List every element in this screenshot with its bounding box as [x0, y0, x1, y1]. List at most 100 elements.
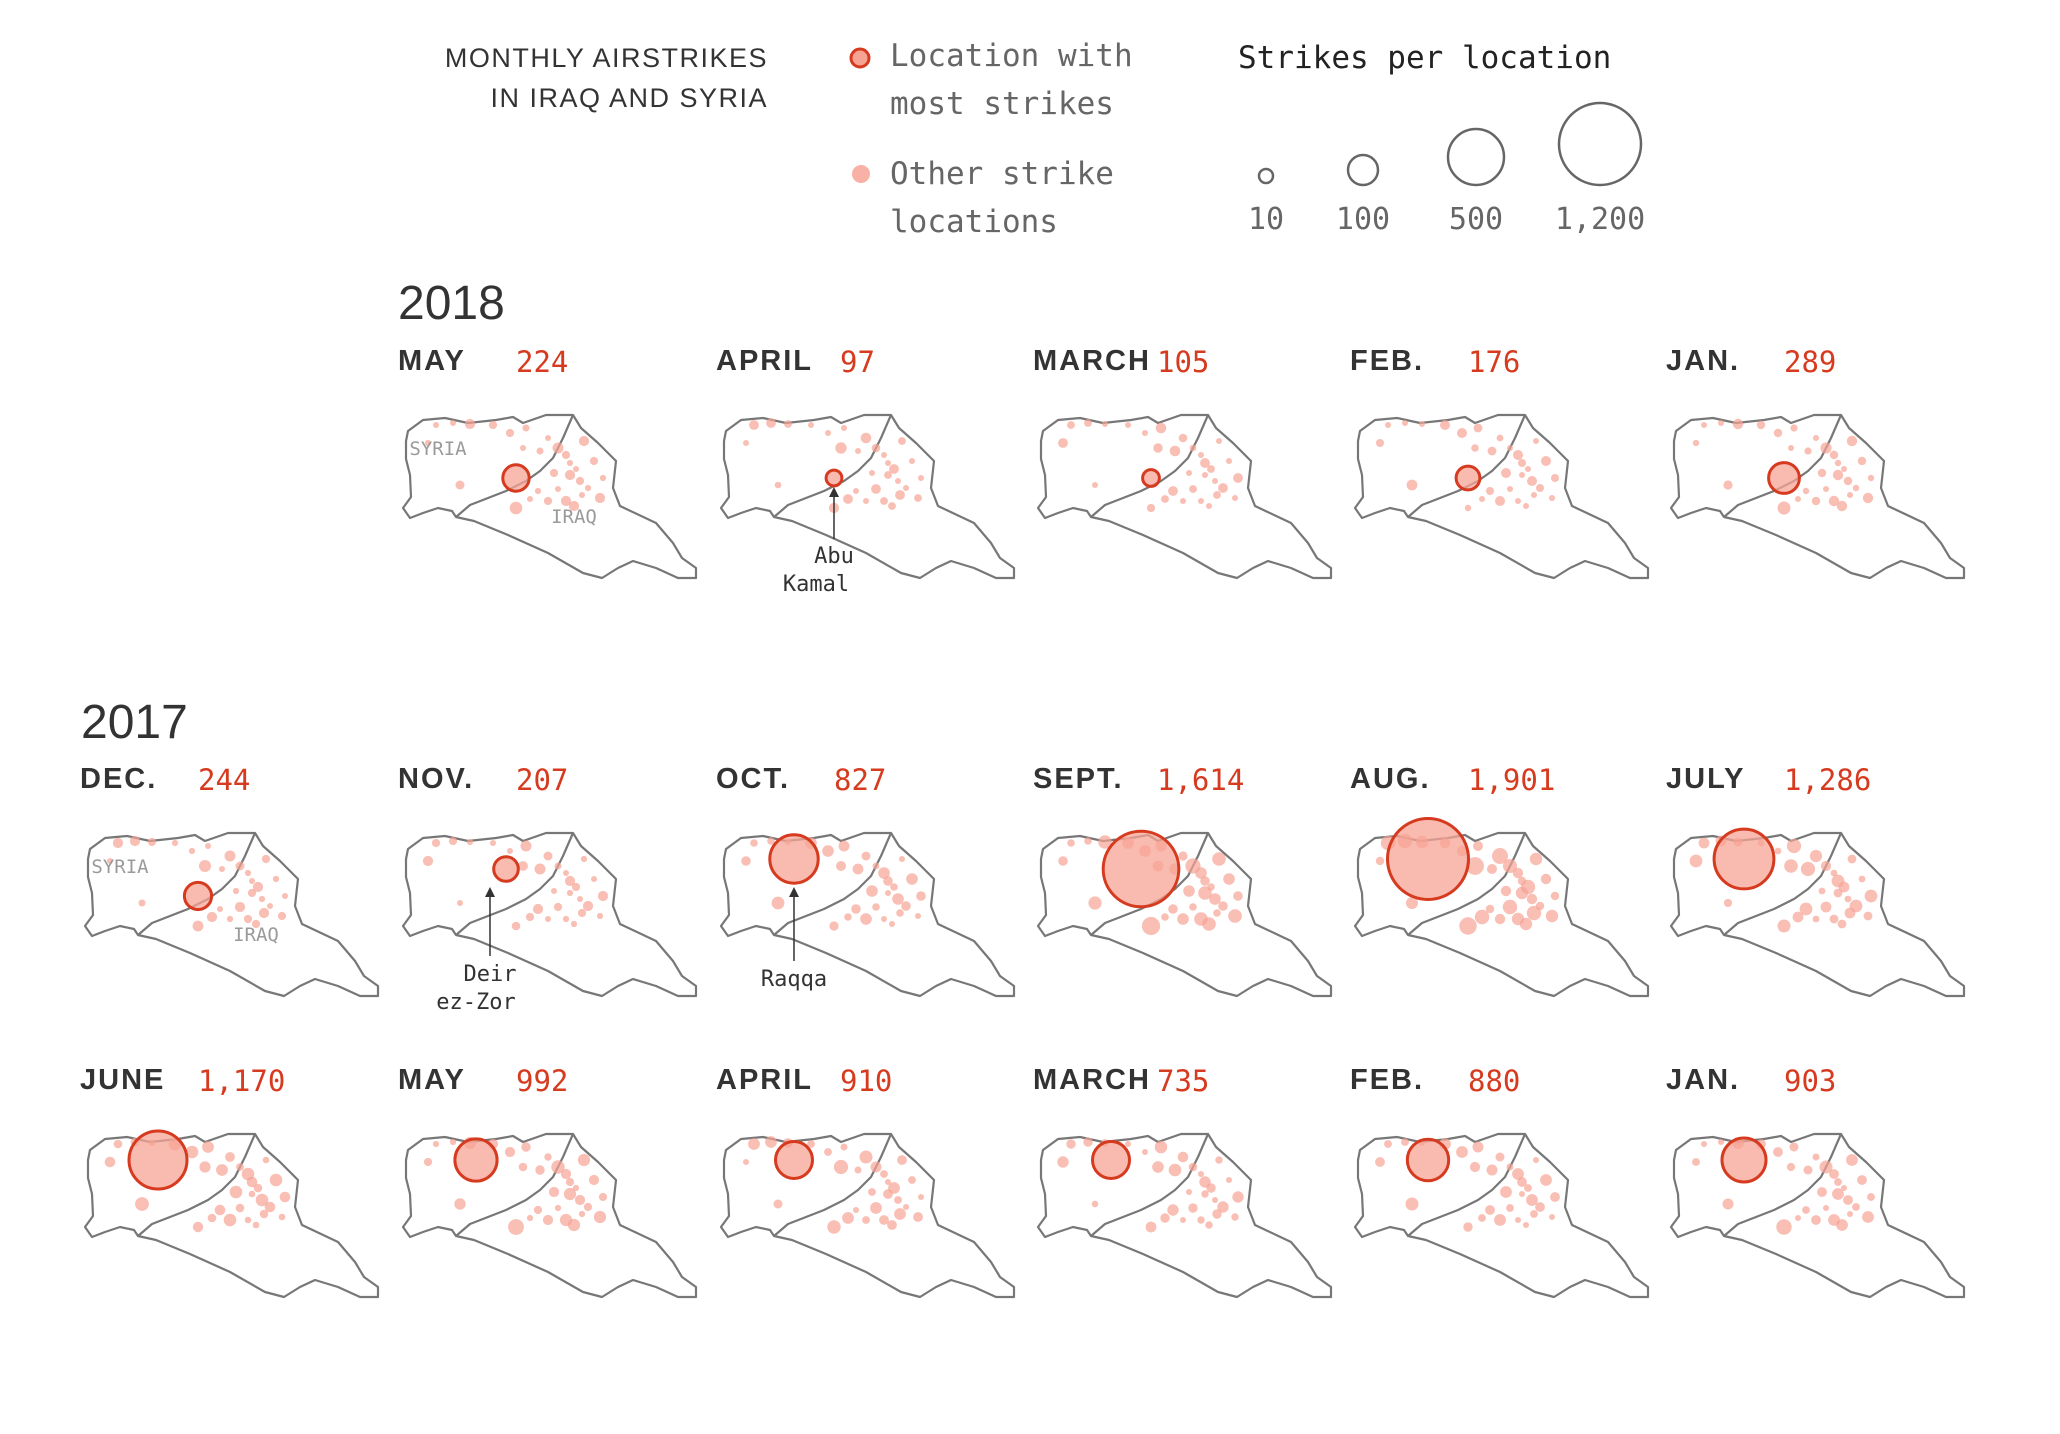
strike-map: [1353, 817, 1650, 998]
strike-location-bubble: [1218, 901, 1228, 911]
strike-location-bubble: [269, 1173, 283, 1187]
month-label: DEC.: [80, 763, 158, 795]
strike-location-bubble: [866, 885, 878, 897]
strike-location-bubble: [464, 418, 476, 430]
strike-location-bubble: [555, 486, 561, 492]
strike-location-bubble: [1479, 496, 1485, 502]
strike-location-bubble: [1212, 1197, 1218, 1203]
strike-location-bubble: [822, 845, 834, 857]
strike-location-bubble: [1515, 498, 1521, 504]
syria-iraq-border: [1723, 832, 1843, 936]
month-strike-count: 1,170: [198, 1064, 286, 1098]
strike-location-bubble: [1837, 919, 1847, 929]
strike-location-bubble: [1533, 1157, 1539, 1163]
strike-location-bubble: [908, 1176, 916, 1184]
strike-location-bubble: [591, 876, 597, 882]
strike-location-bubble: [259, 1209, 269, 1219]
size-label-10: 10: [1247, 202, 1285, 237]
strike-location-bubble: [207, 1213, 217, 1223]
strike-location-bubble: [1844, 907, 1856, 919]
strike-location-bubble: [1800, 861, 1816, 877]
strike-location-bubble: [563, 870, 569, 876]
month-label: APRIL: [716, 345, 813, 377]
strike-location-bubble: [1502, 899, 1518, 915]
strike-location-bubble: [1812, 915, 1820, 923]
max-strike-location-bubble: [1767, 461, 1801, 495]
strike-location-bubble: [743, 1159, 749, 1165]
strike-location-bubble: [244, 869, 252, 877]
month-strike-count: 1,901: [1468, 763, 1556, 797]
strike-location-bubble: [534, 487, 542, 495]
strike-location-bubble: [1091, 1200, 1099, 1208]
strike-location-bubble: [844, 913, 852, 921]
strike-location-bubble: [113, 1139, 123, 1149]
month-label: FEB.: [1350, 345, 1425, 377]
strike-location-bubble: [1817, 468, 1827, 478]
strike-location-bubble: [1844, 895, 1852, 903]
strike-map: [1669, 1132, 1966, 1299]
size-label-100: 100: [1335, 202, 1391, 237]
strike-location-bubble: [1841, 1185, 1847, 1191]
strike-location-bubble: [1841, 466, 1847, 472]
strike-location-bubble: [914, 494, 922, 502]
strike-location-bubble: [884, 471, 892, 479]
strike-location-bubble: [248, 1190, 256, 1198]
strike-location-bubble: [223, 1213, 237, 1227]
strike-location-bubble: [1201, 1190, 1209, 1198]
strike-location-bubble: [1533, 438, 1539, 444]
strike-location-bubble: [1773, 1147, 1783, 1157]
strike-location-bubble: [1867, 1193, 1875, 1201]
strike-location-bubble: [1226, 1177, 1232, 1183]
strike-location-bubble: [1092, 482, 1098, 488]
strike-map: SYRIA IRAQ: [83, 831, 380, 998]
strike-location-bubble: [574, 1194, 586, 1206]
abu-kamal-label: Abu: [814, 544, 854, 569]
strike-location-bubble: [598, 1192, 608, 1202]
strike-location-bubble: [1478, 1214, 1486, 1222]
strike-location-bubble: [509, 501, 523, 515]
strike-location-bubble: [433, 422, 439, 428]
arrowhead-icon: [789, 887, 799, 897]
strike-location-bubble: [913, 1212, 923, 1222]
strike-location-bubble: [1207, 465, 1215, 473]
strike-location-bubble: [249, 878, 255, 884]
strike-location-bubble: [520, 445, 526, 451]
strike-location-bubble: [885, 1179, 891, 1185]
strike-location-bubble: [577, 908, 587, 918]
strike-location-bubble: [566, 889, 574, 897]
strike-location-bubble: [1829, 1169, 1839, 1179]
strike-location-bubble: [1789, 1142, 1799, 1152]
strike-location-bubble: [1375, 1157, 1385, 1167]
strike-location-bubble: [1492, 848, 1508, 864]
strike-location-bubble: [1802, 487, 1810, 495]
strike-location-bubble: [129, 835, 141, 847]
deir-ez-zor-label: Deir: [464, 962, 517, 987]
strike-location-bubble: [1529, 852, 1543, 866]
strike-location-bubble: [521, 1142, 531, 1152]
strike-location-bubble: [1526, 905, 1542, 921]
strike-location-bubble: [1189, 903, 1197, 911]
strike-location-bubble: [1523, 503, 1529, 509]
strike-location-bubble: [206, 911, 218, 923]
strike-location-bubble: [554, 862, 562, 870]
strike-location-bubble: [217, 906, 223, 912]
year-heading-2017: 2017: [81, 696, 188, 749]
legend-other-line1: Other strike: [890, 156, 1114, 192]
strike-location-bubble: [1722, 1198, 1734, 1210]
strike-location-bubble: [596, 912, 604, 920]
strike-location-bubble: [1811, 496, 1821, 506]
strike-map: [1036, 1132, 1333, 1299]
strike-location-bubble: [1503, 859, 1517, 873]
strike-location-bubble: [1701, 1141, 1707, 1147]
strike-location-bubble: [1153, 443, 1163, 453]
strike-location-bubble: [490, 840, 496, 846]
strike-location-bubble: [1864, 889, 1878, 903]
strike-location-bubble: [135, 1197, 149, 1211]
strike-location-bubble: [1857, 456, 1867, 466]
strike-location-bubble: [784, 420, 792, 428]
strike-location-bubble: [1834, 1178, 1842, 1186]
strike-location-bubble: [1524, 1184, 1532, 1192]
strike-location-bubble: [551, 1160, 565, 1174]
month-label: MAY: [398, 345, 466, 377]
strike-location-bubble: [261, 854, 271, 864]
